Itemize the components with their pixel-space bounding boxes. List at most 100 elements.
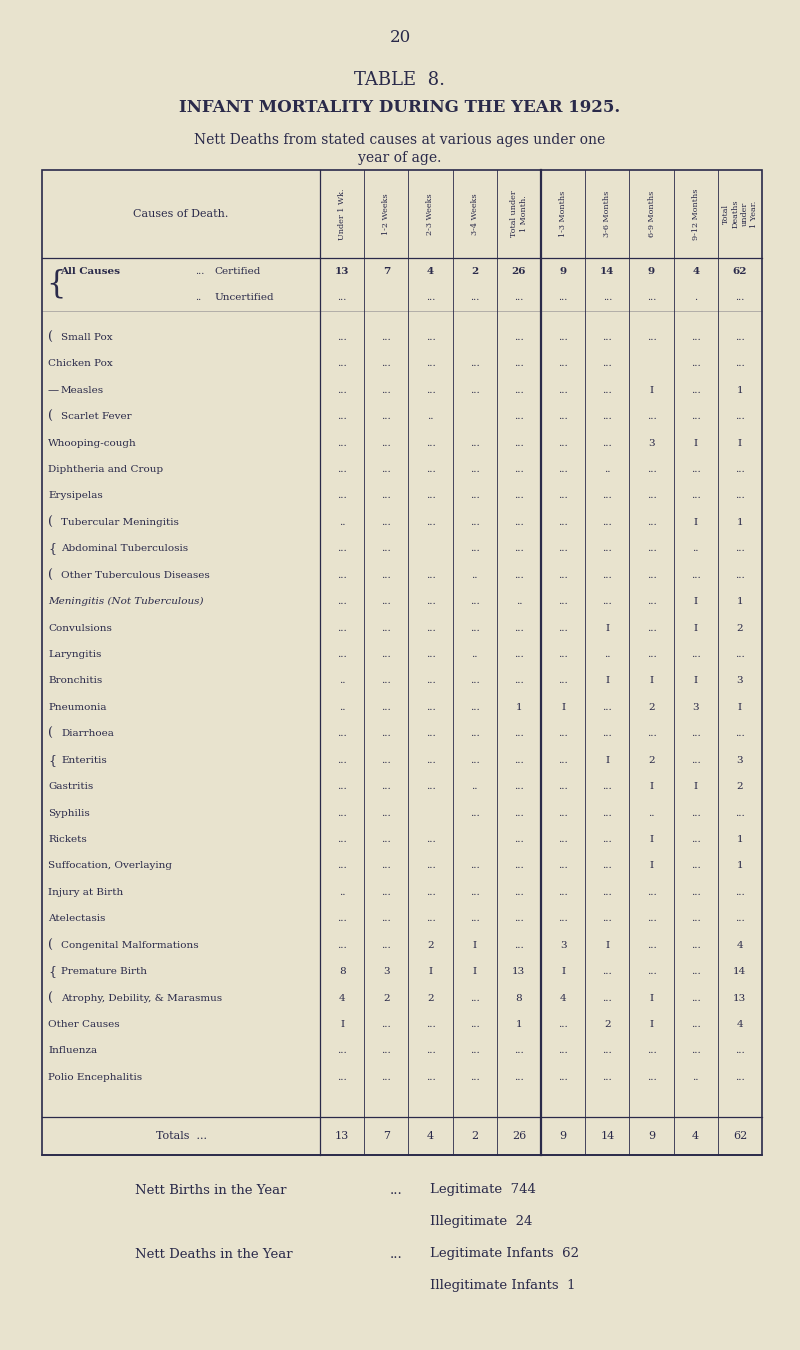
Text: ...: ... xyxy=(514,386,524,394)
Text: 2: 2 xyxy=(648,703,655,711)
Text: ...: ... xyxy=(602,888,612,896)
Text: ...: ... xyxy=(602,597,612,606)
Text: ...: ... xyxy=(470,386,479,394)
Text: ...: ... xyxy=(382,914,391,923)
Text: ...: ... xyxy=(338,412,347,421)
Text: ...: ... xyxy=(470,544,479,554)
Text: 4: 4 xyxy=(737,941,743,949)
Text: ...: ... xyxy=(514,836,524,844)
Text: 13: 13 xyxy=(734,994,746,1003)
Text: ...: ... xyxy=(691,359,701,369)
Text: 26: 26 xyxy=(512,267,526,275)
Text: ...: ... xyxy=(558,544,568,554)
Text: 2: 2 xyxy=(737,782,743,791)
Text: ...: ... xyxy=(338,809,347,818)
Text: (: ( xyxy=(48,728,53,740)
Text: ...: ... xyxy=(514,1073,524,1081)
Text: 1: 1 xyxy=(515,703,522,711)
Text: ...: ... xyxy=(338,729,347,738)
Text: ..: .. xyxy=(339,518,346,526)
Text: {: { xyxy=(48,543,56,555)
Text: 6-9 Months: 6-9 Months xyxy=(647,190,655,238)
Text: ...: ... xyxy=(382,597,391,606)
Text: ...: ... xyxy=(338,544,347,554)
Text: I: I xyxy=(738,439,742,447)
Text: ...: ... xyxy=(514,491,524,501)
Text: ...: ... xyxy=(514,518,524,526)
Text: ...: ... xyxy=(382,439,391,447)
Text: ...: ... xyxy=(514,676,524,686)
Text: I: I xyxy=(606,676,610,686)
Text: ...: ... xyxy=(558,518,568,526)
Text: ...: ... xyxy=(338,1046,347,1056)
Text: ...: ... xyxy=(470,464,479,474)
Text: ...: ... xyxy=(602,544,612,554)
Text: ...: ... xyxy=(514,809,524,818)
Text: ...: ... xyxy=(426,293,435,302)
Text: I: I xyxy=(473,967,477,976)
Text: —: — xyxy=(48,385,59,396)
Text: 4: 4 xyxy=(427,1131,434,1141)
Text: ...: ... xyxy=(426,729,435,738)
Text: ...: ... xyxy=(426,1046,435,1056)
Text: Chicken Pox: Chicken Pox xyxy=(48,359,113,369)
Text: 2-3 Weeks: 2-3 Weeks xyxy=(426,193,434,235)
Text: I: I xyxy=(606,624,610,633)
Text: 4: 4 xyxy=(692,1131,699,1141)
Text: ...: ... xyxy=(382,782,391,791)
Text: ...: ... xyxy=(558,1021,568,1029)
Text: (: ( xyxy=(48,991,53,1004)
Text: ...: ... xyxy=(602,293,612,302)
Text: ...: ... xyxy=(602,836,612,844)
Text: (: ( xyxy=(48,331,53,344)
Text: ...: ... xyxy=(195,267,204,275)
Text: ...: ... xyxy=(558,293,568,302)
Text: Whooping-cough: Whooping-cough xyxy=(48,439,137,447)
Text: INFANT MORTALITY DURING THE YEAR 1925.: INFANT MORTALITY DURING THE YEAR 1925. xyxy=(179,100,621,116)
Text: ...: ... xyxy=(338,649,347,659)
Text: ...: ... xyxy=(470,359,479,369)
Text: Certified: Certified xyxy=(214,267,261,275)
Text: Abdominal Tuberculosis: Abdominal Tuberculosis xyxy=(61,544,188,554)
Text: ...: ... xyxy=(470,1073,479,1081)
Text: ...: ... xyxy=(735,412,745,421)
Text: ...: ... xyxy=(390,1184,402,1196)
Text: ...: ... xyxy=(338,756,347,764)
Text: ...: ... xyxy=(735,293,745,302)
Text: ...: ... xyxy=(426,464,435,474)
Text: 14: 14 xyxy=(600,267,614,275)
Text: 2: 2 xyxy=(471,267,478,275)
Text: ...: ... xyxy=(426,676,435,686)
Text: I: I xyxy=(694,624,698,633)
Text: ...: ... xyxy=(426,1021,435,1029)
Text: ...: ... xyxy=(514,439,524,447)
Text: ..: .. xyxy=(195,293,201,302)
Text: 7: 7 xyxy=(383,1131,390,1141)
Text: ...: ... xyxy=(602,1073,612,1081)
Text: ...: ... xyxy=(338,914,347,923)
Text: ...: ... xyxy=(426,624,435,633)
Text: (: ( xyxy=(48,516,53,529)
Text: ...: ... xyxy=(514,333,524,342)
Text: {: { xyxy=(48,965,56,979)
Text: ...: ... xyxy=(382,412,391,421)
Text: ..: .. xyxy=(471,649,478,659)
Text: ...: ... xyxy=(691,412,701,421)
Text: ...: ... xyxy=(338,333,347,342)
Text: Total under
1 Month.: Total under 1 Month. xyxy=(510,190,527,238)
Text: ...: ... xyxy=(691,809,701,818)
Text: ...: ... xyxy=(382,836,391,844)
Text: ...: ... xyxy=(470,439,479,447)
Text: ...: ... xyxy=(691,386,701,394)
Text: ...: ... xyxy=(514,861,524,871)
Text: ...: ... xyxy=(691,836,701,844)
Text: 2: 2 xyxy=(737,624,743,633)
Text: 7: 7 xyxy=(382,267,390,275)
Text: I: I xyxy=(561,967,565,976)
Text: ...: ... xyxy=(558,624,568,633)
Text: ...: ... xyxy=(514,729,524,738)
Text: ...: ... xyxy=(382,941,391,949)
Text: ..: .. xyxy=(339,703,346,711)
Text: Rickets: Rickets xyxy=(48,836,86,844)
Text: ...: ... xyxy=(382,386,391,394)
